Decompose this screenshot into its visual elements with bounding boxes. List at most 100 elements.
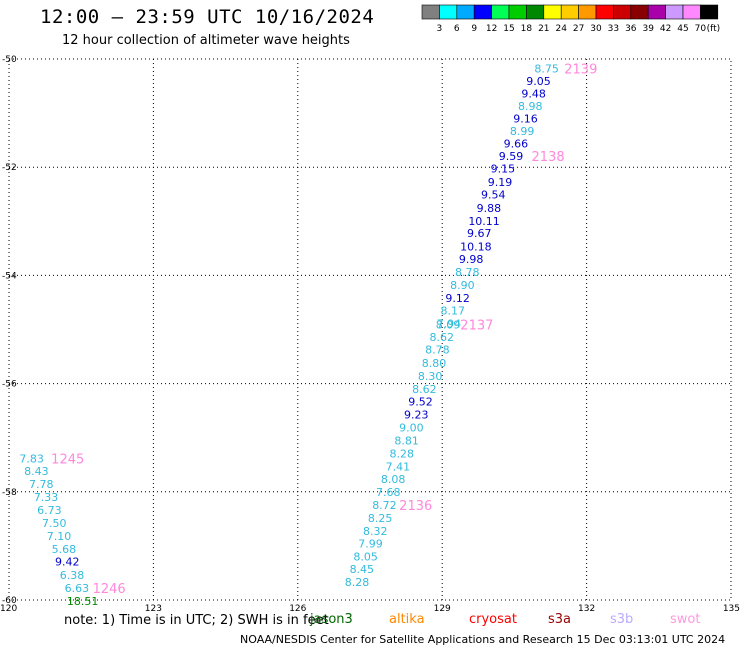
wave-height-label: 10.11 [468,215,500,228]
wave-height-label: 9.16 [513,113,538,126]
color-scale-bar: 3 6 9 12 15 18 21 24 27 30 33 36 39 42 45 70 (ft) [421,4,721,34]
wave-height-label: 9.59 [499,150,524,163]
y-tick-label: -60 [2,596,17,606]
wave-height-label: 8.09 [436,319,461,332]
colorbar-tick-label: 27 [573,24,584,34]
y-tick-label: -58 [2,488,17,498]
y-tick-label: -56 [2,380,17,390]
wave-height-label: 8.62 [429,331,454,344]
wave-height-label: 8.78 [425,344,450,357]
wave-height-label: 9.67 [467,227,492,240]
wave-height-label: 7.50 [42,517,67,530]
wave-height-label: 8.45 [350,563,375,576]
legend-item-altika: altika [389,612,425,627]
wave-height-label: 9.19 [488,176,513,189]
pass-number-label: 2137 [460,319,493,334]
wave-height-label: 8.28 [345,576,370,589]
wave-height-label: 7.83 [19,452,44,465]
wave-height-label: 7.33 [34,491,59,504]
wave-height-label: 9.23 [404,408,429,421]
wave-height-label: 9.66 [504,137,529,150]
colorbar-tick-label: 15 [503,24,514,34]
x-tick-label: 123 [145,604,162,612]
legend-item-cryosat: cryosat [469,612,517,627]
wave-height-label: 8.81 [394,434,419,447]
colorbar-tick-label: 45 [677,24,688,34]
wave-height-label: 8.80 [422,357,447,370]
wave-height-label: 8.30 [418,370,443,383]
wave-height-label: 8.17 [441,305,466,318]
colorbar-tick-label: 18 [521,24,533,34]
x-tick-label: 126 [289,604,306,612]
colorbar-unit-label: (ft) [707,24,721,34]
wave-height-label: 6.63 [65,582,90,595]
legend-item-s3b: s3b [610,612,634,627]
wave-height-label: 6.73 [37,504,62,517]
wave-height-label: 8.05 [353,551,378,564]
x-tick-label: 120 [0,604,17,612]
wave-height-label: 9.15 [491,162,516,175]
wave-height-label: 18.51 [67,595,99,608]
wave-height-label: 9.12 [445,292,470,305]
wave-height-label: 8.62 [412,383,437,396]
y-tick-label: -52 [2,163,17,173]
wave-height-label: 8.28 [390,447,415,460]
wave-height-label: 7.78 [29,478,54,491]
wave-height-label: 9.48 [521,88,546,101]
wave-height-label: 7.68 [376,486,401,499]
pass-number-label: 2136 [399,499,432,514]
wave-height-label: 8.99 [510,125,535,138]
wave-height-label: 8.78 [455,266,480,279]
pass-number-label: 2138 [532,150,565,165]
wave-height-label: 9.00 [399,421,424,434]
colorbar-tick-label: 3 [437,24,443,34]
colorbar-tick-label: 12 [486,24,497,34]
wave-height-label: 9.88 [477,202,502,215]
wave-height-label: 9.42 [55,556,80,569]
wave-height-label: 8.90 [450,279,475,292]
wave-height-label: 7.10 [47,530,72,543]
colorbar-tick-label: 42 [660,24,671,34]
x-tick-label: 135 [723,604,740,612]
wave-height-label: 8.25 [368,512,393,525]
wave-height-label: 9.52 [408,395,433,408]
plot-frame [8,58,732,601]
wave-height-label: 6.38 [60,569,85,582]
y-tick-label: -54 [2,271,17,281]
wave-height-label: 8.08 [381,473,406,486]
pass-number-label: 2139 [564,63,597,78]
legend-item-jason3: jason3 [310,612,353,627]
wave-height-label: 9.54 [481,188,506,201]
wave-height-label: 8.43 [24,465,49,478]
chart-title: 12:00 – 23:59 UTC 10/16/2024 [40,6,375,28]
wave-height-label: 8.72 [372,499,397,512]
legend-item-s3a: s3a [548,612,572,627]
colorbar-swatch [700,4,719,20]
colorbar-tick-label: 30 [590,24,602,34]
wave-height-label: 5.68 [52,543,77,556]
colorbar-tick-label: 24 [555,24,567,34]
pass-number-label: 1245 [51,452,84,467]
colorbar-tick-label: 33 [608,24,619,34]
x-tick-label: 132 [578,604,595,612]
wave-height-label: 8.32 [363,525,388,538]
colorbar-tick-label: 9 [471,24,477,34]
wave-height-label: 9.98 [459,253,484,266]
colorbar-tick-label: 21 [538,24,549,34]
colorbar-tick-label: 6 [454,24,460,34]
y-tick-label: -50 [2,55,17,65]
wave-height-label: 7.41 [386,460,411,473]
colorbar-tick-label: 39 [642,24,654,34]
wave-height-label: 8.75 [534,63,559,76]
footer-credit: NOAA/NESDIS Center for Satellite Applica… [240,633,726,646]
wave-height-label: 9.05 [526,75,551,88]
wave-height-label: 7.99 [358,538,383,551]
wave-height-label: 7.94 [437,318,462,331]
colorbar-tick-label: 36 [625,24,637,34]
wave-height-label: 8.98 [518,100,543,113]
colorbar-tick-label: 70 [695,24,707,34]
legend-item-swot: swot [670,612,701,627]
pass-number-label: 1246 [93,582,126,597]
x-tick-label: 129 [434,604,451,612]
